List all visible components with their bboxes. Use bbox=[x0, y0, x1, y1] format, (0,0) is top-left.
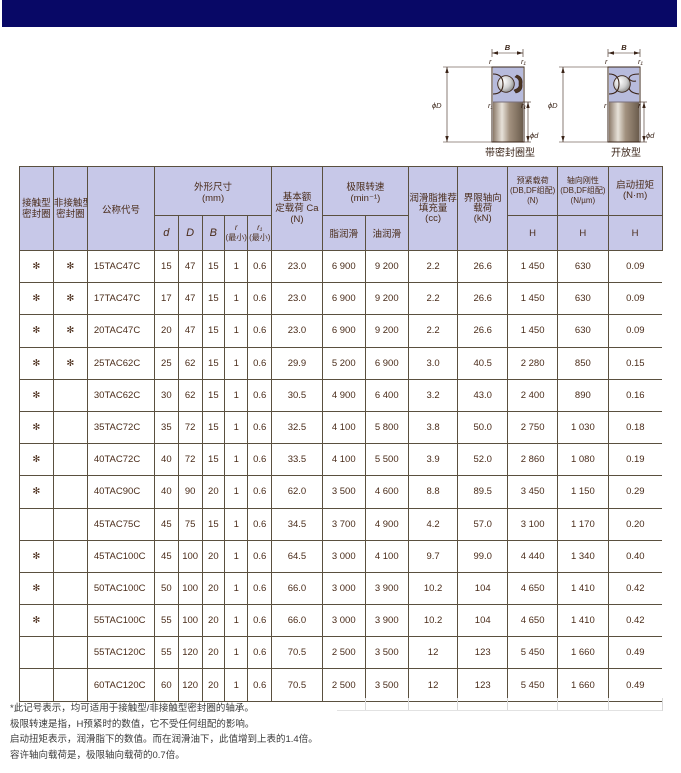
svg-text:ϕD: ϕD bbox=[548, 101, 558, 110]
svg-text:r₁: r₁ bbox=[521, 101, 526, 110]
svg-text:r: r bbox=[605, 57, 608, 66]
svg-text:r: r bbox=[489, 57, 492, 66]
svg-text:ϕD: ϕD bbox=[432, 101, 442, 110]
svg-text:r₁: r₁ bbox=[638, 57, 643, 66]
svg-text:ϕd: ϕd bbox=[646, 131, 655, 140]
svg-text:r₁: r₁ bbox=[488, 101, 493, 110]
svg-text:ϕd: ϕd bbox=[530, 131, 539, 140]
svg-text:r: r bbox=[604, 101, 607, 110]
svg-text:r₁: r₁ bbox=[521, 57, 526, 66]
svg-text:r: r bbox=[638, 101, 641, 110]
svg-text:B: B bbox=[505, 43, 511, 52]
svg-text:B: B bbox=[621, 43, 627, 52]
